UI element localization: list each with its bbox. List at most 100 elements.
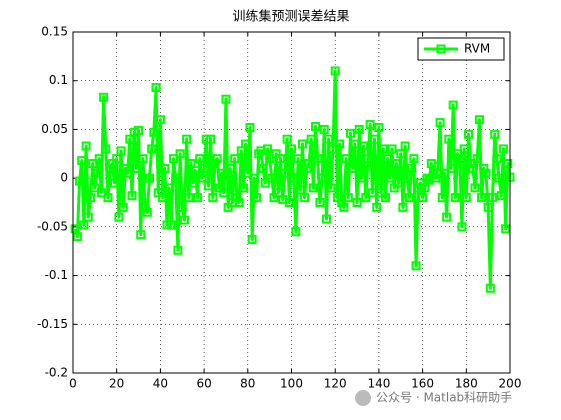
point-marker [225, 163, 235, 173]
point-marker [503, 159, 513, 169]
point-marker [116, 146, 126, 156]
point-marker [99, 92, 109, 102]
point-marker [439, 168, 449, 178]
point-marker [404, 193, 414, 203]
point-marker [169, 154, 179, 164]
point-marker [474, 115, 484, 125]
point-marker [258, 163, 268, 173]
point-marker [110, 178, 120, 188]
x-tick-label: 40 [153, 377, 168, 391]
point-marker [356, 173, 366, 183]
point-marker [94, 154, 104, 164]
point-marker [252, 193, 262, 203]
point-marker [173, 245, 183, 255]
point-marker [308, 183, 318, 193]
y-tick-label: -0.15 [37, 317, 68, 331]
point-marker [127, 191, 137, 201]
point-marker [448, 100, 458, 110]
point-marker [398, 202, 408, 212]
point-marker [335, 139, 345, 149]
point-marker [468, 163, 478, 173]
point-marker [175, 149, 185, 159]
point-marker [151, 83, 161, 93]
x-tick-label: 100 [280, 377, 303, 391]
point-marker [177, 202, 187, 212]
point-marker [103, 193, 113, 203]
x-tick-label: 0 [69, 377, 77, 391]
point-marker [287, 144, 296, 154]
watermark: 公众号 · Matlab科研助手 [355, 390, 512, 406]
point-marker [138, 154, 148, 164]
point-marker [219, 188, 229, 198]
point-marker [324, 134, 334, 144]
x-tick-label: 60 [196, 377, 211, 391]
watermark-icon [355, 390, 371, 406]
point-marker [193, 193, 203, 203]
point-marker [444, 134, 454, 144]
point-marker [262, 144, 272, 154]
point-marker [144, 173, 154, 183]
point-marker [380, 193, 390, 203]
point-marker [400, 141, 410, 151]
point-marker [341, 154, 351, 164]
point-marker [105, 163, 115, 173]
y-tick-label: -0.2 [45, 366, 68, 380]
point-marker [88, 159, 98, 169]
point-marker [131, 163, 141, 173]
point-marker [407, 163, 417, 173]
point-marker [418, 193, 428, 203]
point-marker [481, 168, 491, 178]
point-marker [483, 202, 493, 212]
point-marker [501, 224, 511, 234]
point-marker [293, 154, 303, 164]
point-marker [442, 212, 452, 222]
point-marker [184, 193, 194, 203]
legend-marker [436, 44, 446, 54]
point-marker [75, 176, 85, 186]
point-marker [160, 163, 170, 173]
point-marker [437, 193, 447, 203]
point-marker [289, 173, 299, 183]
point-marker [247, 235, 257, 245]
x-tick-label: 140 [367, 377, 390, 391]
point-marker [394, 178, 404, 188]
x-tick-label: 160 [411, 377, 434, 391]
point-marker [352, 198, 362, 207]
point-marker [409, 154, 419, 164]
point-marker [300, 193, 310, 203]
point-marker [466, 159, 476, 169]
point-marker [328, 144, 338, 154]
point-marker [179, 215, 189, 225]
x-tick-label: 120 [324, 377, 347, 391]
point-marker [326, 183, 336, 193]
x-tick-label: 80 [240, 377, 255, 391]
point-marker [267, 173, 277, 183]
point-marker [243, 168, 253, 178]
point-marker [304, 159, 314, 169]
y-tick-label: -0.05 [37, 219, 68, 233]
plot-frame [72, 31, 511, 374]
point-marker [83, 212, 93, 222]
legend-box [417, 37, 505, 61]
point-marker [457, 222, 467, 232]
point-marker [446, 163, 456, 173]
point-marker [490, 129, 500, 139]
x-tick-label: 20 [109, 377, 124, 391]
point-marker [337, 198, 347, 207]
point-marker [461, 193, 471, 203]
point-marker [195, 154, 205, 164]
point-marker [265, 154, 275, 164]
point-marker [370, 134, 380, 144]
y-tick-label: 0 [60, 171, 68, 185]
point-marker [494, 173, 504, 183]
point-marker [197, 173, 207, 183]
point-marker [297, 139, 307, 149]
point-marker [459, 144, 469, 154]
point-marker [171, 173, 181, 183]
point-marker [123, 168, 133, 178]
point-marker [339, 202, 349, 212]
y-tick-label: 0.05 [41, 122, 68, 136]
point-marker [118, 202, 128, 212]
point-marker [431, 173, 441, 183]
point-marker [249, 173, 259, 183]
